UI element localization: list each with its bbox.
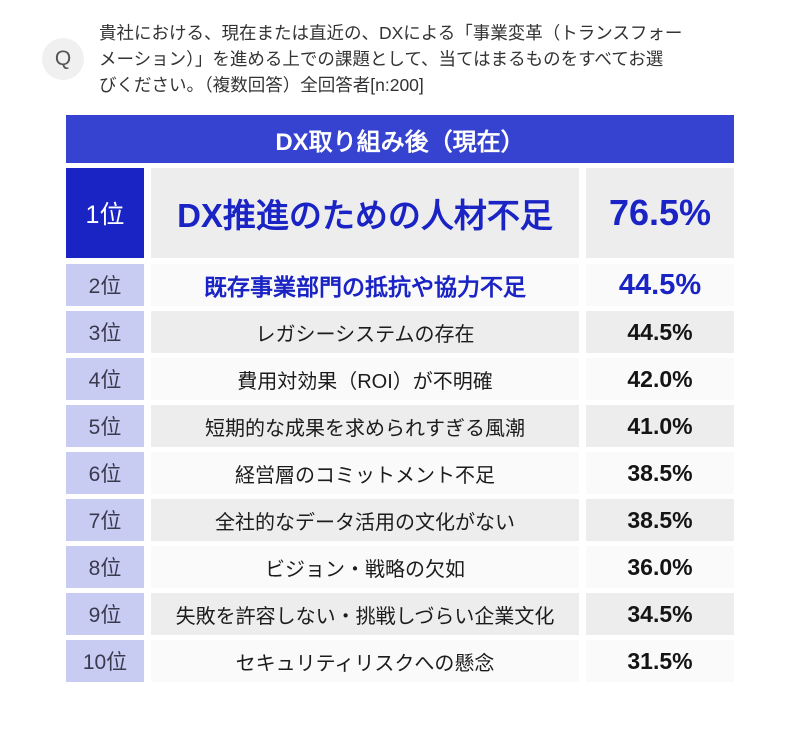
rank-badge: 3位 <box>66 311 144 353</box>
table-row: 7位 全社的なデータ活用の文化がない 38.5% <box>66 499 734 541</box>
row-label: セキュリティリスクへの懸念 <box>151 640 579 682</box>
question-text: 貴社における、現在または直近の、DXによる「事業変革（トランスフォー メーション… <box>99 20 682 98</box>
rank-badge: 2位 <box>66 264 144 306</box>
row-value: 41.0% <box>586 405 734 447</box>
question-line-2: メーション）」を進める上での課題として、当てはまるものをすべてお選 <box>99 49 664 69</box>
row-label: 全社的なデータ活用の文化がない <box>151 499 579 541</box>
table-row: 3位 レガシーシステムの存在 44.5% <box>66 311 734 353</box>
table-row: 1位 DX推進のための人材不足 76.5% <box>66 168 734 258</box>
board-header: DX取り組み後（現在） <box>66 115 734 163</box>
row-label: DX推進のための人材不足 <box>151 168 579 258</box>
row-value: 44.5% <box>586 311 734 353</box>
question-icon: Q <box>42 38 84 80</box>
rank-badge: 10位 <box>66 640 144 682</box>
table-row: 2位 既存事業部門の抵抗や協力不足 44.5% <box>66 264 734 306</box>
rank-badge: 7位 <box>66 499 144 541</box>
question-line-3: びください。（複数回答）全回答者[n:200] <box>99 75 424 95</box>
rank-badge: 5位 <box>66 405 144 447</box>
question-line-1: 貴社における、現在または直近の、DXによる「事業変革（トランスフォー <box>99 23 683 43</box>
table-row: 4位 費用対効果（ROI）が不明確 42.0% <box>66 358 734 400</box>
row-value: 31.5% <box>586 640 734 682</box>
row-value: 38.5% <box>586 452 734 494</box>
ranking-rows: 1位 DX推進のための人材不足 76.5% 2位 既存事業部門の抵抗や協力不足 … <box>66 168 734 682</box>
table-row: 10位 セキュリティリスクへの懸念 31.5% <box>66 640 734 682</box>
row-value: 38.5% <box>586 499 734 541</box>
ranking-board: DX取り組み後（現在） 1位 DX推進のための人材不足 76.5% 2位 既存事… <box>66 115 734 682</box>
row-label: レガシーシステムの存在 <box>151 311 579 353</box>
table-row: 8位 ビジョン・戦略の欠如 36.0% <box>66 546 734 588</box>
row-label: ビジョン・戦略の欠如 <box>151 546 579 588</box>
row-label: 経営層のコミットメント不足 <box>151 452 579 494</box>
table-row: 5位 短期的な成果を求められすぎる風潮 41.0% <box>66 405 734 447</box>
rank-badge: 6位 <box>66 452 144 494</box>
row-label: 失敗を許容しない・挑戦しづらい企業文化 <box>151 593 579 635</box>
row-value: 44.5% <box>586 264 734 306</box>
rank-badge: 9位 <box>66 593 144 635</box>
question-block: Q 貴社における、現在または直近の、DXによる「事業変革（トランスフォー メーシ… <box>0 0 800 98</box>
row-value: 34.5% <box>586 593 734 635</box>
row-label: 短期的な成果を求められすぎる風潮 <box>151 405 579 447</box>
table-row: 9位 失敗を許容しない・挑戦しづらい企業文化 34.5% <box>66 593 734 635</box>
rank-badge: 4位 <box>66 358 144 400</box>
row-value: 36.0% <box>586 546 734 588</box>
row-value: 76.5% <box>586 168 734 258</box>
row-value: 42.0% <box>586 358 734 400</box>
row-label: 既存事業部門の抵抗や協力不足 <box>151 264 579 306</box>
row-label: 費用対効果（ROI）が不明確 <box>151 358 579 400</box>
table-row: 6位 経営層のコミットメント不足 38.5% <box>66 452 734 494</box>
rank-badge: 1位 <box>66 168 144 258</box>
rank-badge: 8位 <box>66 546 144 588</box>
